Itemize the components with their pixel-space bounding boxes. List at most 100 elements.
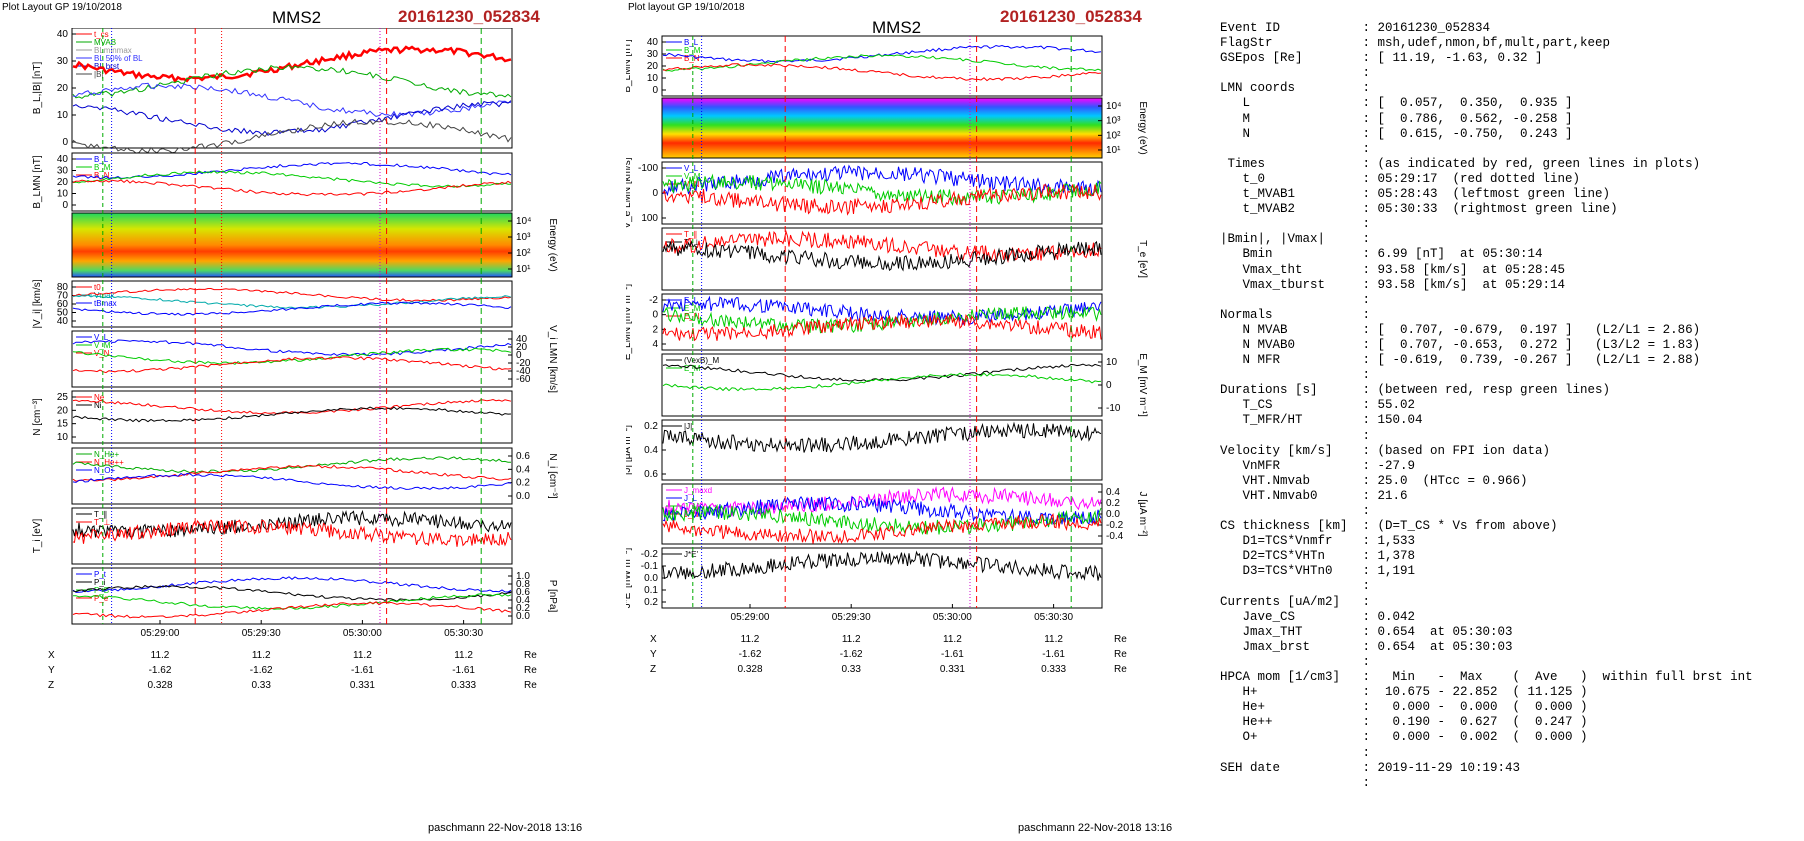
panel-frame [661, 35, 1103, 97]
time-tick-label: 05:29:00 [731, 612, 770, 623]
tick-label: 10¹ [1106, 145, 1121, 156]
y-axis-label: T_i [eV] [32, 519, 43, 554]
summary-line: FlagStr : msh,udef,nmon,bf,mult,part,kee… [1220, 36, 1611, 51]
panel-frame [661, 227, 1103, 291]
legend-label: V_N [94, 349, 110, 358]
legend-label: J*E' [684, 550, 698, 559]
left-spacecraft: MMS2 [272, 8, 322, 27]
tick-label: 0.2 [644, 421, 658, 432]
series-line [72, 406, 512, 423]
tick-label: 10 [1106, 357, 1118, 368]
panel-frame [661, 547, 1103, 609]
legend-label: T_∥ [94, 510, 107, 519]
tick-label: -60 [516, 374, 531, 385]
y-axis-label: J*E' [nW m⁻³] [626, 548, 633, 609]
tick-label: 15 [57, 419, 69, 430]
tick-label: 10³ [1106, 116, 1121, 127]
tick-label: 0 [1106, 380, 1112, 391]
summary-line: VnMFR : -27.9 [1242, 458, 1416, 473]
series-line [662, 240, 1102, 272]
series-line [662, 550, 1102, 581]
pos-unit: Re [524, 680, 537, 691]
pos-value: -1.61 [941, 649, 964, 660]
time-tick-label: 05:29:00 [141, 628, 180, 639]
series-line [662, 229, 1102, 263]
left-header: Plot Layout GP 19/10/2018 [2, 2, 122, 13]
summary-line: : [1362, 292, 1371, 307]
summary-line: N : [ 0.615, -0.750, 0.243 ] [1242, 126, 1573, 141]
y-axis-label: P [nPa] [547, 580, 558, 613]
time-tick-label: 05:29:30 [242, 628, 281, 639]
tick-label: 0.2 [516, 603, 530, 614]
y-axis-label: |V_i| [km/s] [32, 279, 43, 328]
plot-panel: 0.40.20.0-0.2-0.4 J [μA m⁻²] J_maxdJ_LJ_MJ… [661, 483, 1148, 545]
series-line [662, 496, 1102, 526]
tick-label: -40 [516, 366, 531, 377]
panel-frame [71, 390, 513, 444]
summary-line: : [1362, 368, 1371, 383]
tick-label: 0.8 [516, 579, 530, 590]
summary-line: GSEpos [Re] : [ 11.19, -1.63, 0.32 ] [1220, 51, 1543, 66]
legend-label: V_L [684, 164, 699, 173]
summary-line: |Bmin|, |Vmax| : [1220, 232, 1371, 247]
legend-label: V_L [94, 333, 109, 342]
tick-label: 100 [641, 213, 658, 224]
summary-line: : [1362, 141, 1371, 156]
y-axis-label: T_e [eV] [1137, 240, 1148, 278]
series-line [72, 45, 512, 84]
summary-line: Normals : [1220, 307, 1371, 322]
pos-unit: Re [524, 665, 537, 676]
series-line [72, 472, 512, 490]
series-line [72, 162, 512, 180]
tick-label: 25 [57, 392, 69, 403]
y-axis-label: B_L,|B| [nT] [32, 62, 43, 115]
legend-label: P_i [94, 578, 106, 587]
tick-label: -0.4 [1106, 531, 1124, 542]
series-line [662, 164, 1102, 197]
series-line [72, 601, 512, 619]
tick-label: 20 [57, 177, 69, 188]
legend-label: B_L [684, 38, 699, 47]
summary-line: : [1362, 745, 1371, 760]
tick-label: 10⁴ [516, 216, 531, 227]
series-line [72, 509, 512, 539]
tick-label: 20 [516, 342, 528, 353]
series-line [662, 372, 1102, 392]
series-line [662, 313, 1102, 342]
legend-label: BL 50% of BL [94, 54, 143, 63]
summary-line: Jave_CS : 0.042 [1242, 609, 1416, 624]
tick-label: -100 [638, 163, 658, 174]
panel-frame [71, 567, 513, 625]
pos-value: 0.328 [147, 680, 172, 691]
y-axis-label: N [cm⁻³] [32, 398, 43, 436]
summary-line: Bmin : 6.99 [nT] at 05:30:14 [1242, 247, 1543, 262]
pos-value: -1.62 [250, 665, 273, 676]
pos-value: -1.62 [149, 665, 172, 676]
tick-label: 4 [652, 339, 658, 350]
pos-value: 0.333 [1041, 664, 1066, 675]
series-line [72, 356, 512, 374]
y-axis-label: Energy (eV) [547, 218, 558, 271]
series-line [662, 184, 1102, 216]
summary-line: VHT.Nmvab0 : 21.6 [1242, 488, 1408, 503]
summary-line: : [1362, 579, 1371, 594]
time-tick-label: 05:30:00 [933, 612, 972, 623]
summary-line: VHT.Nmvab : 25.0 (HTcc = 0.966) [1242, 473, 1528, 488]
pos-row-label: X [650, 634, 657, 645]
summary-line: Times : (as indicated by red, green line… [1227, 156, 1701, 171]
series-line [72, 456, 512, 474]
legend-label: E_L [684, 296, 699, 305]
tick-label: -20 [516, 358, 531, 369]
plot-panel: 100-10 E_M [mV m⁻¹](VexB)_ME_M [661, 353, 1148, 417]
tick-label: 1.0 [516, 571, 530, 582]
tick-label: 0 [652, 85, 658, 96]
summary-line: D2=TCS*VHTn : 1,378 [1242, 549, 1416, 564]
pos-unit: Re [524, 650, 537, 661]
panel-frame [661, 293, 1103, 351]
summary-line: t_MVAB2 : 05:30:33 (rightmost green line… [1242, 202, 1618, 217]
